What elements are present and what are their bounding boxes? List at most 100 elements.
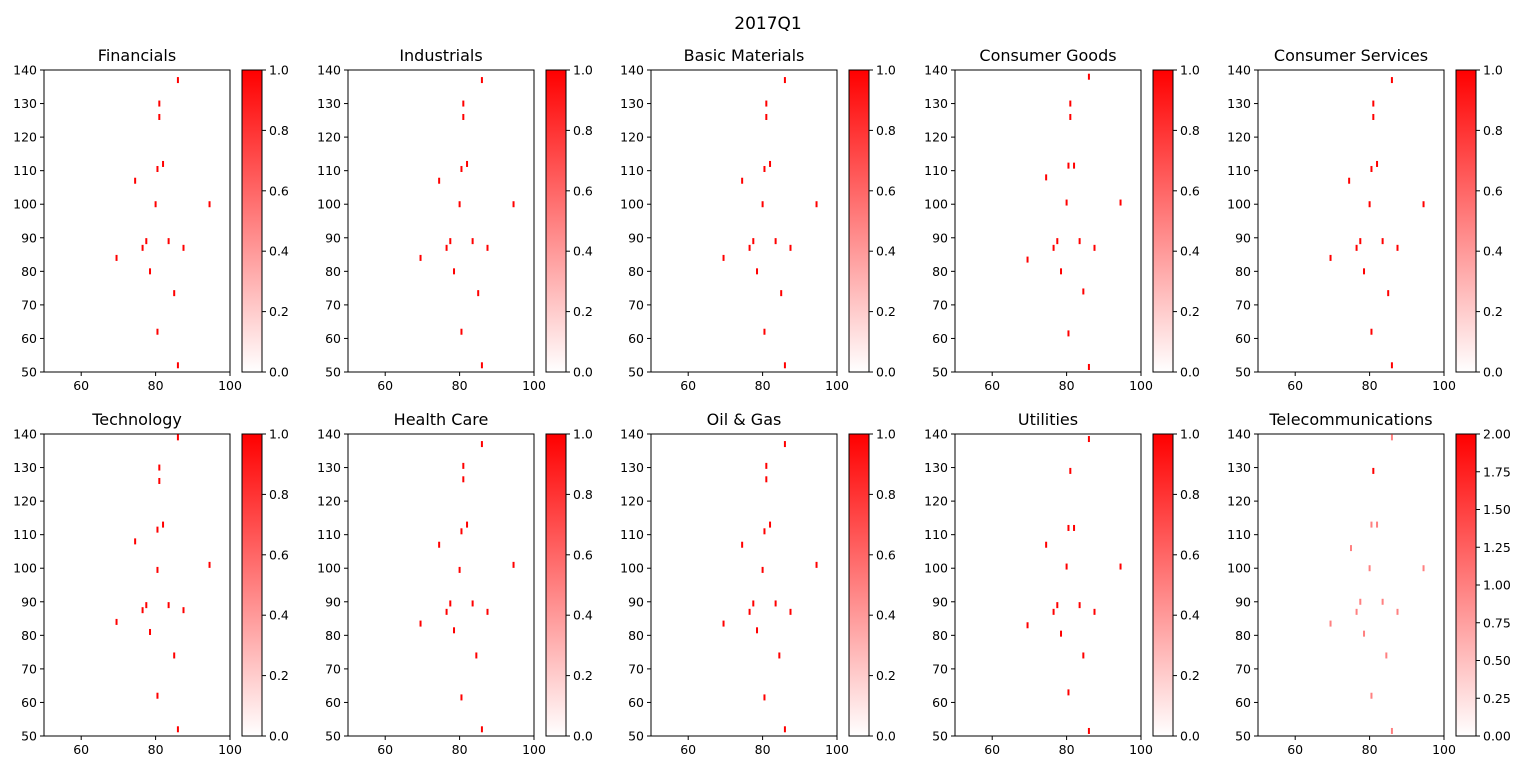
colorbar-tick-label: 0.4 bbox=[876, 608, 896, 623]
heatmap-cell bbox=[134, 177, 137, 184]
x-tick-label: 60 bbox=[377, 742, 393, 757]
heatmap-cell bbox=[156, 566, 159, 573]
colorbar-tick-label: 0.25 bbox=[1483, 691, 1511, 706]
heatmap-cell bbox=[748, 244, 751, 251]
x-tick-label: 60 bbox=[680, 378, 696, 393]
subplot-title: Utilities bbox=[1018, 410, 1078, 429]
y-tick-label: 90 bbox=[932, 230, 948, 245]
y-tick-label: 60 bbox=[628, 331, 644, 346]
colorbar bbox=[241, 69, 263, 373]
heatmap-cell bbox=[466, 160, 469, 167]
heatmap-cell bbox=[756, 268, 759, 275]
heatmap-cell bbox=[1372, 113, 1375, 120]
y-tick-label: 60 bbox=[932, 331, 948, 346]
heatmap-cell bbox=[1329, 620, 1332, 627]
colorbar-tick-label: 0.4 bbox=[573, 608, 593, 623]
heatmap-cell bbox=[1348, 177, 1351, 184]
x-tick-label: 60 bbox=[1287, 378, 1303, 393]
y-tick-label: 50 bbox=[932, 365, 948, 380]
colorbar bbox=[241, 433, 263, 737]
heatmap-cell bbox=[158, 113, 161, 120]
heatmap-cell bbox=[763, 528, 766, 535]
y-tick-label: 60 bbox=[932, 695, 948, 710]
x-tick-label: 60 bbox=[1287, 742, 1303, 757]
y-tick-label: 70 bbox=[932, 297, 948, 312]
y-tick-label: 100 bbox=[13, 561, 37, 576]
heatmap-cell bbox=[156, 526, 159, 533]
heatmap-cell bbox=[780, 290, 783, 297]
heatmap-cell bbox=[460, 165, 463, 172]
subplot: Consumer Goods 60 80 100 50 60 70 80 90 100 110 120… bbox=[924, 46, 1200, 393]
x-tick-label: 80 bbox=[1362, 378, 1378, 393]
colorbar-tick-label: 0.0 bbox=[876, 729, 896, 744]
colorbar-tick-label: 0.6 bbox=[1483, 183, 1503, 198]
heatmap-cell bbox=[208, 561, 211, 568]
heatmap-cell bbox=[1045, 541, 1048, 548]
x-tick-label: 100 bbox=[1129, 742, 1153, 757]
subplot-title: Consumer Goods bbox=[979, 46, 1116, 65]
subplot-title: Industrials bbox=[399, 46, 482, 65]
heatmap-cell bbox=[438, 541, 441, 548]
y-tick-label: 130 bbox=[13, 96, 37, 111]
x-tick-label: 60 bbox=[680, 742, 696, 757]
x-tick-label: 80 bbox=[1059, 378, 1075, 393]
colorbar bbox=[545, 69, 567, 373]
y-tick-label: 60 bbox=[325, 695, 341, 710]
heatmap-cell bbox=[1359, 238, 1362, 245]
y-tick-label: 80 bbox=[1235, 264, 1251, 279]
heatmap-cell bbox=[512, 561, 515, 568]
y-tick-label: 50 bbox=[628, 365, 644, 380]
y-tick-label: 90 bbox=[628, 230, 644, 245]
colorbar-tick-label: 0.8 bbox=[876, 487, 896, 502]
y-tick-label: 80 bbox=[325, 264, 341, 279]
heatmap-cell bbox=[458, 201, 461, 208]
y-tick-label: 60 bbox=[325, 331, 341, 346]
y-tick-label: 100 bbox=[317, 561, 341, 576]
colorbar-tick-label: 1.0 bbox=[269, 63, 289, 78]
heatmap-cell bbox=[1376, 160, 1379, 167]
heatmap-cell bbox=[173, 290, 176, 297]
colorbar-tick-label: 0.8 bbox=[1180, 123, 1200, 138]
colorbar-tick-label: 0.4 bbox=[573, 244, 593, 259]
y-tick-label: 90 bbox=[1235, 594, 1251, 609]
heatmap-cell bbox=[1087, 363, 1090, 370]
y-tick-label: 80 bbox=[21, 628, 37, 643]
colorbar-tick-label: 0.6 bbox=[269, 183, 289, 198]
y-tick-label: 110 bbox=[317, 527, 341, 542]
y-tick-label: 70 bbox=[628, 661, 644, 676]
heatmap-cell bbox=[453, 268, 456, 275]
x-tick-label: 80 bbox=[452, 742, 468, 757]
y-tick-label: 130 bbox=[1227, 460, 1251, 475]
heatmap-cell bbox=[1387, 290, 1390, 297]
figure-suptitle: 2017Q1 bbox=[734, 14, 801, 34]
colorbar bbox=[1455, 69, 1477, 373]
heatmap-cell bbox=[1078, 602, 1081, 609]
y-tick-label: 130 bbox=[620, 460, 644, 475]
subplot: Technology 60 80 100 50 60 70 80 90 100 110 120 130 1… bbox=[13, 410, 289, 757]
colorbar-tick-label: 0.0 bbox=[573, 365, 593, 380]
y-tick-label: 50 bbox=[1235, 729, 1251, 744]
heatmap-cell bbox=[445, 608, 448, 615]
colorbar-tick-label: 0.0 bbox=[1483, 365, 1503, 380]
y-tick-label: 100 bbox=[620, 197, 644, 212]
heatmap-cell bbox=[1381, 598, 1384, 605]
y-tick-label: 130 bbox=[13, 460, 37, 475]
heatmap-cell bbox=[1355, 608, 1358, 615]
x-tick-label: 80 bbox=[148, 742, 164, 757]
heatmap-cell bbox=[445, 244, 448, 251]
colorbar-tick-label: 1.0 bbox=[876, 427, 896, 442]
x-tick-label: 80 bbox=[148, 378, 164, 393]
colorbar-tick-label: 0.6 bbox=[876, 183, 896, 198]
y-tick-label: 70 bbox=[325, 297, 341, 312]
colorbar-tick-label: 0.6 bbox=[876, 547, 896, 562]
x-tick-label: 60 bbox=[73, 378, 89, 393]
heatmap-cell bbox=[1372, 100, 1375, 107]
y-tick-label: 110 bbox=[924, 163, 948, 178]
y-tick-label: 110 bbox=[620, 527, 644, 542]
y-tick-label: 90 bbox=[325, 230, 341, 245]
heatmap-cell bbox=[1069, 113, 1072, 120]
colorbar-tick-label: 0.75 bbox=[1483, 615, 1511, 630]
y-tick-label: 80 bbox=[628, 628, 644, 643]
heatmap-cell bbox=[761, 201, 764, 208]
x-tick-label: 60 bbox=[73, 742, 89, 757]
